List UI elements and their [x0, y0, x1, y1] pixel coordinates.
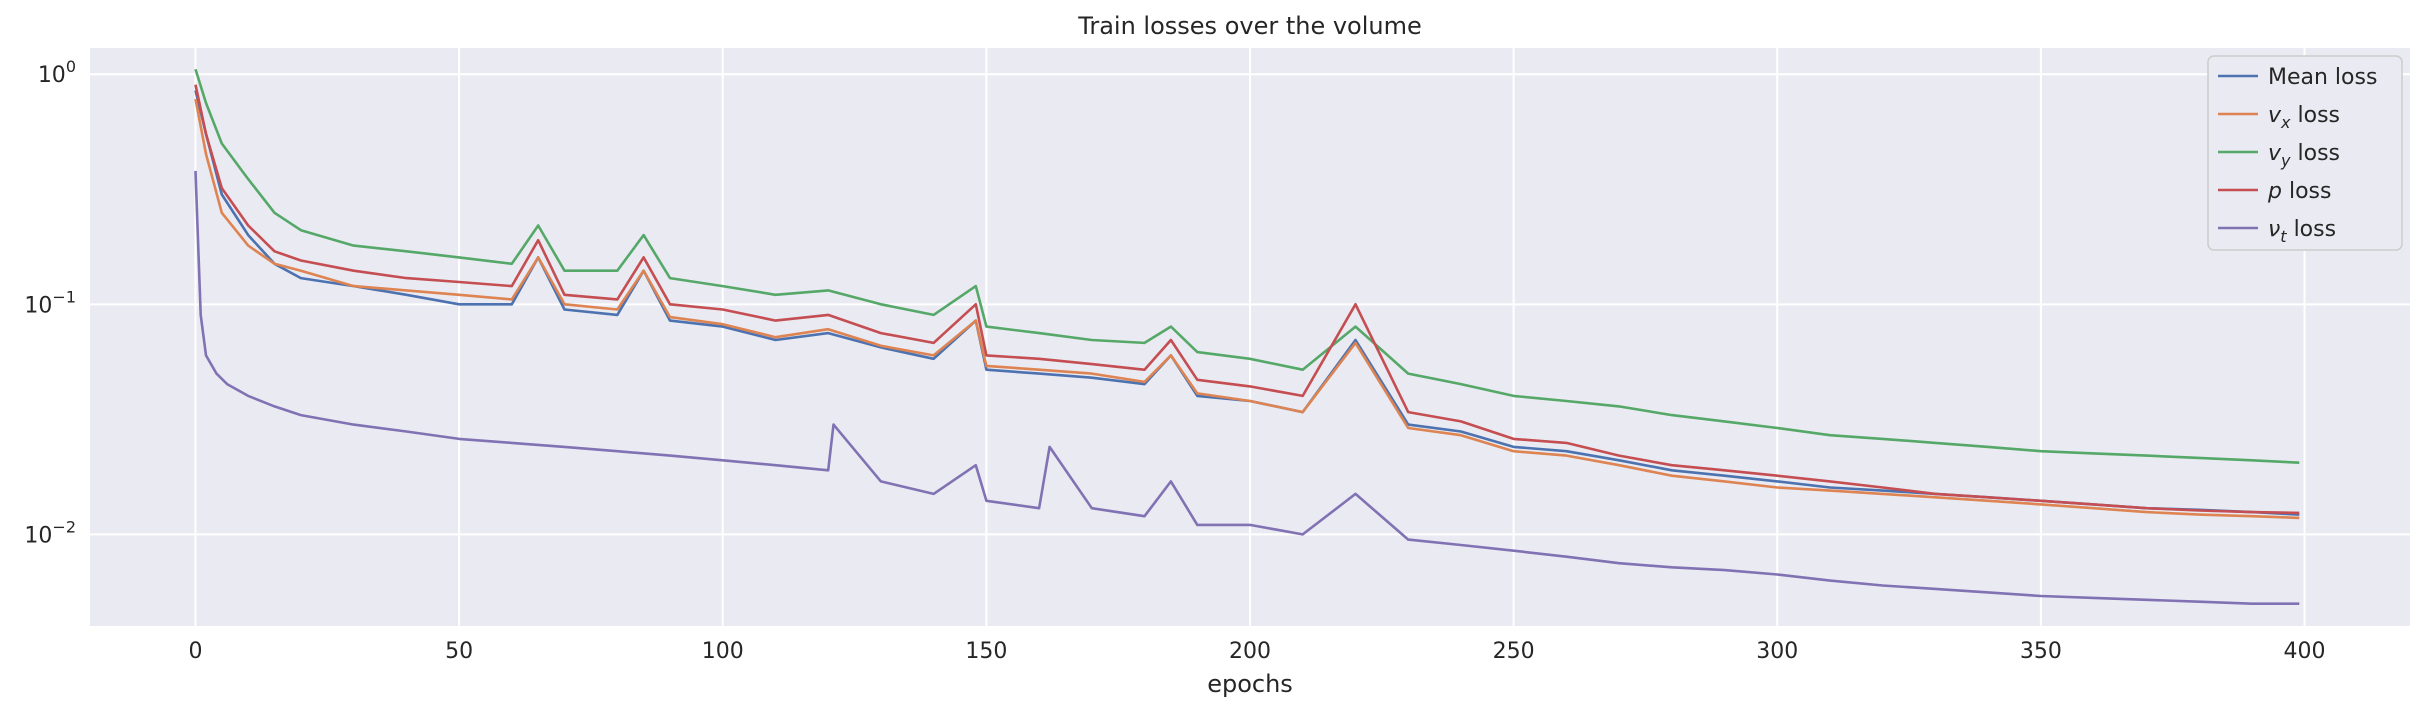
series-line-2: [194, 98, 2300, 520]
x-tick-label: 50: [445, 639, 473, 664]
chart-title: Train losses over the volume: [1077, 12, 1422, 40]
series-line-4: [194, 84, 2300, 515]
legend-label: p loss: [2267, 179, 2331, 204]
x-tick-label: 250: [1493, 639, 1535, 664]
x-tick-label: 0: [188, 639, 202, 664]
x-tick-label: 400: [2284, 639, 2326, 664]
y-tick-label: 10−2: [24, 517, 76, 548]
tick-labels: 0 50 100 150 200 250 300 350 400 10−2 10−1 100: [24, 57, 2325, 664]
series-line-1: [194, 90, 2300, 516]
legend-frame: [2207, 55, 2403, 251]
y-tick-label: 10−1: [24, 287, 76, 318]
series-line-5: [194, 170, 2300, 606]
legend-label: Mean loss: [2268, 65, 2377, 90]
legend: Mean loss vx loss vy loss p loss νt loss: [2207, 55, 2403, 251]
legend-label: vy loss: [2268, 141, 2340, 170]
x-tick-label: 100: [702, 639, 744, 664]
y-tick-label: 100: [38, 57, 76, 88]
series-line-3: [194, 68, 2300, 464]
x-tick-label: 200: [1229, 639, 1271, 664]
legend-label: νt loss: [2268, 217, 2336, 246]
series-group: [194, 68, 2300, 606]
x-tick-label: 150: [965, 639, 1007, 664]
x-axis-label: epochs: [1207, 670, 1293, 698]
x-tick-label: 300: [1756, 639, 1798, 664]
legend-label: vx loss: [2268, 103, 2340, 132]
x-tick-label: 350: [2020, 639, 2062, 664]
